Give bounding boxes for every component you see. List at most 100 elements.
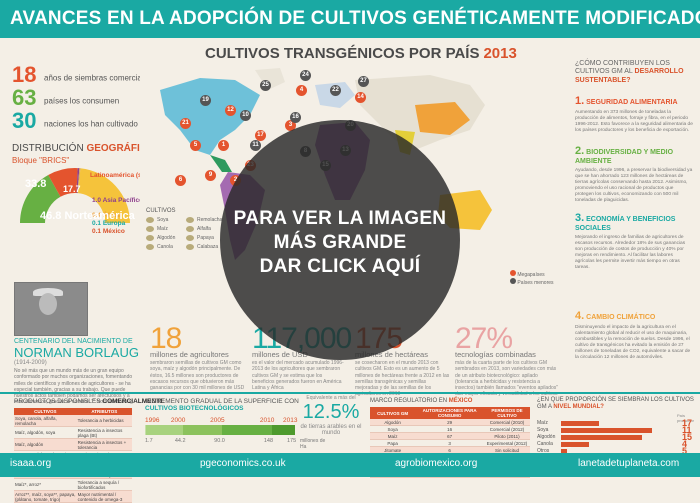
crop-icon <box>146 226 154 232</box>
enlarge-image-overlay[interactable]: PARA VER LA IMAGEN MÁS GRANDE DAR CLICK … <box>220 120 460 360</box>
distribution-heading-pre: DISTRIBUCIÓN <box>12 143 84 154</box>
crop-icon <box>186 244 194 250</box>
stat-label: países los consumen <box>44 96 120 106</box>
stat-number: 30 <box>12 108 37 133</box>
big-stat-usd-label: millones de USD <box>252 350 308 359</box>
level-row: Canola 24.0 4 <box>537 439 697 456</box>
increment-year: 2000 <box>170 417 186 424</box>
crop-label: Papaya <box>197 235 214 241</box>
level-bar: 79.0 <box>561 428 652 442</box>
borlaug-years: (1914-2009) <box>14 360 47 366</box>
crop-label: Calabaza <box>197 244 219 250</box>
sidebar-item-biodiversity: 2. BIODIVERSIDAD Y MEDIO AMBIENTE Ayudan… <box>575 145 693 204</box>
crop-label: Soya <box>157 217 169 223</box>
footer-link[interactable]: pgeconomics.co.uk <box>200 458 286 469</box>
products-col-crops: CULTIVOS <box>14 408 77 415</box>
level-bar: 70.0 <box>561 435 642 449</box>
distribution-sub: Bloque "BRICS" <box>12 156 70 165</box>
table-row: Maíz*, arroz* Tolerancia a sequía / biofo… <box>14 478 132 491</box>
map-country-bubble: 24 <box>300 70 311 81</box>
sidebar-item-title: 1. SEGURIDAD ALIMENTARIA <box>575 95 678 107</box>
increment-segment <box>222 425 272 435</box>
borlaug-heading: CENTENARIO DEL NACIMIENTO DE <box>14 338 133 345</box>
level-crop-name: Soya <box>537 427 549 433</box>
donut-slice <box>77 168 81 194</box>
big-stat-combined-desc: más de la cuarta parte de los cultivos G… <box>455 360 559 398</box>
level-crop-name: Maíz <box>537 420 548 426</box>
increment-segment <box>145 425 147 435</box>
products-heading: PRODUCTOS DISPONIBLES COMERCIALMENTE <box>14 398 165 405</box>
big-stat-usd-desc: es el valor del mercado acumulado 1996-2… <box>252 360 344 391</box>
increment-year: 2005 <box>210 417 225 424</box>
map-china <box>415 102 470 135</box>
sidebar-item-title: 2. BIODIVERSIDAD Y MEDIO AMBIENTE <box>575 145 674 165</box>
increment-value: 148 <box>263 438 274 444</box>
donut-label: 0.1 México <box>92 228 125 235</box>
footer-link[interactable]: agrobiomexico.org <box>395 458 478 469</box>
legend-menores: Países menores <box>510 278 554 286</box>
table-row: Maíz, algodón, soya Resistencia a insecto… <box>14 426 132 439</box>
map-legend: Megapaíses Países menores <box>510 270 554 286</box>
overlay-line: PARA VER LA IMAGEN <box>233 208 447 229</box>
increment-value: 44.2 <box>174 438 186 444</box>
footer-link[interactable]: isaaa.org <box>10 458 52 469</box>
donut-slice <box>77 168 81 194</box>
equiv-pct: 12.5% <box>302 401 360 423</box>
sidebar-item-food: 1. SEGURIDAD ALIMENTARIA Aumentando en 3… <box>575 95 693 134</box>
stat-years: 18 años de siembras comerciales <box>12 62 152 88</box>
page-title: AVANCES EN LA ADOPCIÓN DE CULTIVOS GENÉT… <box>10 8 700 29</box>
crop-icon <box>146 217 154 223</box>
increment-year: 2013 <box>283 417 298 424</box>
equiv-box: Equivalente a más del 12.5% de tierras a… <box>300 395 362 436</box>
map-country-bubble: 25 <box>260 80 271 91</box>
level-rank: 15 <box>682 432 693 442</box>
crop-icon <box>146 244 154 250</box>
map-country-bubble: 1 <box>218 140 229 151</box>
stat-label: naciones los han cultivado <box>44 119 138 129</box>
map-country-bubble: 3 <box>285 120 296 131</box>
distribution-donut <box>20 168 130 223</box>
map-country-bubble: 21 <box>180 118 191 129</box>
level-rank: 4 <box>682 439 688 449</box>
map-country-bubble: 5 <box>190 140 201 151</box>
map-country-bubble: 4 <box>296 85 307 96</box>
increment-value: 90.0 <box>214 438 225 444</box>
big-stat-combined-label: tecnologías combinadas <box>455 350 536 359</box>
table-row: Arroz**, maíz, soya**, papaya, (plátano,… <box>14 490 132 503</box>
stat-nations-cultivated: 30 naciones los han cultivado <box>12 108 138 134</box>
donut-label: 33.8 <box>25 178 47 190</box>
crop-icon <box>186 217 194 223</box>
crop-icon <box>186 226 194 232</box>
sidebar-item-title: 4. CAMBIO CLIMÁTICO <box>575 310 656 322</box>
crop-label: Canola <box>157 244 173 250</box>
donut-slice <box>77 168 130 223</box>
map-north-america <box>160 78 260 155</box>
sidebar-item-climate: 4. CAMBIO CLIMÁTICO Disminuyendo el impa… <box>575 310 693 361</box>
increment-segment <box>146 425 183 435</box>
donut-label-region: Latinoamérica (sin Brasil) <box>90 172 170 179</box>
distribution-heading: DISTRIBUCIÓN GEOGRÁFICA <box>12 143 154 154</box>
big-stat-hectares-label: millones de hectáreas <box>355 350 428 359</box>
stat-label: años de siembras comerciales <box>44 73 153 83</box>
crop-icon <box>146 235 154 241</box>
level-rank-heading: País productor <box>677 413 694 423</box>
equiv-text2: de tierras arables en el mundo <box>300 424 362 436</box>
footer-link[interactable]: lanetadetuplaneta.com <box>578 458 680 469</box>
table-row: Maíz 67 Piloto (2011) <box>370 432 530 440</box>
overlay-line: MÁS GRANDE <box>273 232 407 253</box>
increment-year: 1996 <box>145 417 160 424</box>
level-rank: 17 <box>682 418 693 428</box>
map-country-bubble: 11 <box>250 140 261 151</box>
level-rank: 5 <box>682 446 688 456</box>
big-stat-farmers: 18 <box>150 322 182 355</box>
products-col-attrs: ATRIBUTOS <box>76 408 132 415</box>
map-country-bubble: 17 <box>255 130 266 141</box>
donut-slice <box>76 168 80 194</box>
donut-label: 1.0 Asia Pacífico <box>92 197 144 204</box>
stat-number: 63 <box>12 85 37 110</box>
level-crop-name: Canola <box>537 441 553 447</box>
stat-countries-consume: 63 países los consumen <box>12 85 119 111</box>
table-row: Algodón 29 Comercial (2010) <box>370 419 530 426</box>
map-subtitle: CULTIVOS TRANSGÉNICOS POR PAÍS 2013 <box>205 45 517 62</box>
big-stat-combined: 27% <box>455 322 513 355</box>
